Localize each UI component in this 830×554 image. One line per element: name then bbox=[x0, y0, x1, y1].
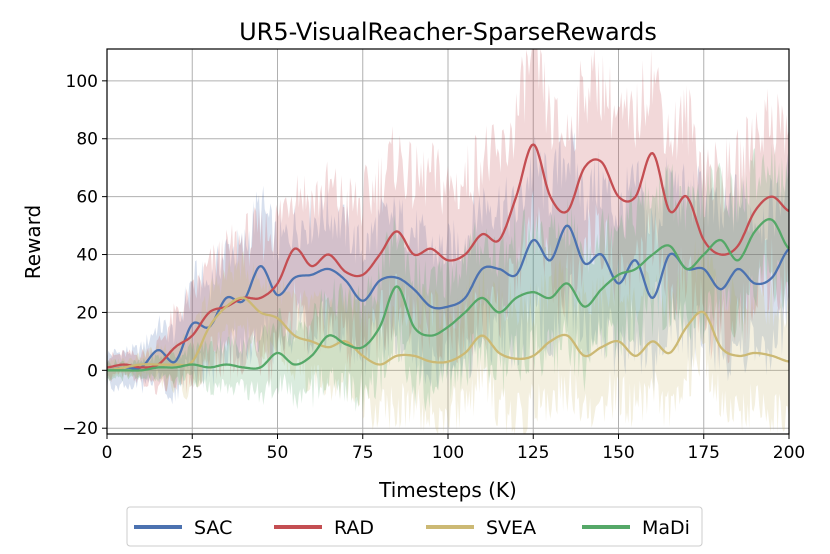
y-tick-label: 100 bbox=[66, 72, 98, 92]
line-sac bbox=[106, 224, 790, 372]
y-tick-label: 80 bbox=[76, 130, 98, 150]
x-tick-label: 0 bbox=[102, 443, 113, 463]
band-sac bbox=[107, 126, 789, 405]
chart-title: UR5-VisualReacher-SparseRewards bbox=[239, 18, 657, 46]
x-tick-label: 50 bbox=[267, 443, 289, 463]
line-madi bbox=[107, 218, 790, 372]
legend-box bbox=[126, 506, 703, 547]
x-tick-label: 125 bbox=[517, 443, 549, 463]
x-tick-label: 175 bbox=[688, 443, 720, 463]
x-axis-label: Timesteps (K) bbox=[378, 478, 517, 502]
band-svea bbox=[107, 235, 789, 434]
y-tick-label: −20 bbox=[62, 419, 98, 439]
x-tick-label: 100 bbox=[432, 443, 464, 463]
x-tick-label: 75 bbox=[352, 443, 374, 463]
y-tick-label: 40 bbox=[76, 246, 98, 266]
y-axis-label: Reward bbox=[21, 205, 45, 279]
y-tick-label: 20 bbox=[76, 303, 98, 323]
x-axis-ticks: 0 25 50 75 100 125 150 175 200 bbox=[102, 434, 805, 463]
x-tick-label: 25 bbox=[181, 443, 203, 463]
series-lines bbox=[106, 143, 790, 372]
legend-label-svea: SVEA bbox=[486, 517, 536, 539]
y-tick-label: 0 bbox=[87, 361, 98, 381]
y-axis-ticks: −20 0 20 40 60 80 100 bbox=[62, 72, 107, 439]
x-tick-label: 150 bbox=[602, 443, 634, 463]
legend-label-rad: RAD bbox=[334, 517, 374, 539]
band-rad bbox=[107, 49, 789, 395]
confidence-bands bbox=[107, 49, 789, 434]
legend-label-madi: MaDi bbox=[642, 517, 690, 539]
legend: SAC RAD SVEA MaDi bbox=[126, 506, 703, 547]
x-tick-label: 200 bbox=[773, 443, 805, 463]
y-tick-label: 60 bbox=[76, 188, 98, 208]
line-rad bbox=[106, 143, 790, 369]
legend-label-sac: SAC bbox=[194, 517, 232, 539]
line-svea bbox=[106, 296, 790, 372]
band-madi bbox=[107, 144, 789, 413]
